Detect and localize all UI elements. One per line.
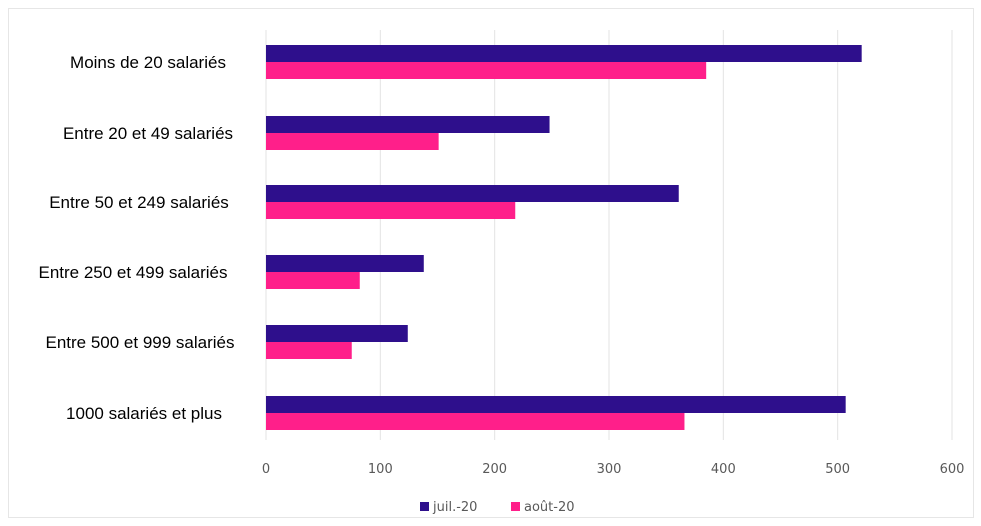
legend-label-1: août-20 [524,500,575,515]
bar-juil-0 [266,45,862,62]
bar-aout-1 [266,133,439,150]
bar-juil-2 [266,185,679,202]
bars [266,45,862,430]
category-label-1: Entre 20 et 49 salariés [63,124,233,143]
x-tick-label-200: 200 [482,462,507,477]
category-label-3: Entre 250 et 499 salariés [38,263,227,282]
x-tick-label-500: 500 [825,462,850,477]
chart-frame [8,8,974,518]
legend: juil.-20 août-20 [420,500,575,515]
bar-aout-2 [266,202,516,219]
bar-aout-0 [266,62,707,79]
category-labels: Moins de 20 salariés Entre 20 et 49 salar… [38,53,234,423]
x-tick-label-300: 300 [597,462,622,477]
x-tick-label-400: 400 [711,462,736,477]
category-label-0: Moins de 20 salariés [70,53,226,72]
bar-juil-1 [266,116,550,133]
bar-aout-5 [266,413,685,430]
bar-aout-3 [266,272,360,289]
gridlines [265,30,953,440]
x-tick-label-0: 0 [262,462,270,477]
x-tick-label-100: 100 [368,462,393,477]
legend-label-0: juil.-20 [432,500,477,515]
legend-swatch-0 [420,502,429,511]
bar-juil-3 [266,255,424,272]
x-tick-label-600: 600 [940,462,965,477]
category-label-2: Entre 50 et 249 salariés [49,193,229,212]
x-tick-labels: 0 100 200 300 400 500 600 [262,462,965,477]
category-label-4: Entre 500 et 999 salariés [45,333,234,352]
bar-aout-4 [266,342,352,359]
bar-juil-5 [266,396,846,413]
bar-juil-4 [266,325,408,342]
category-label-5: 1000 salariés et plus [66,404,222,423]
legend-swatch-1 [511,502,520,511]
